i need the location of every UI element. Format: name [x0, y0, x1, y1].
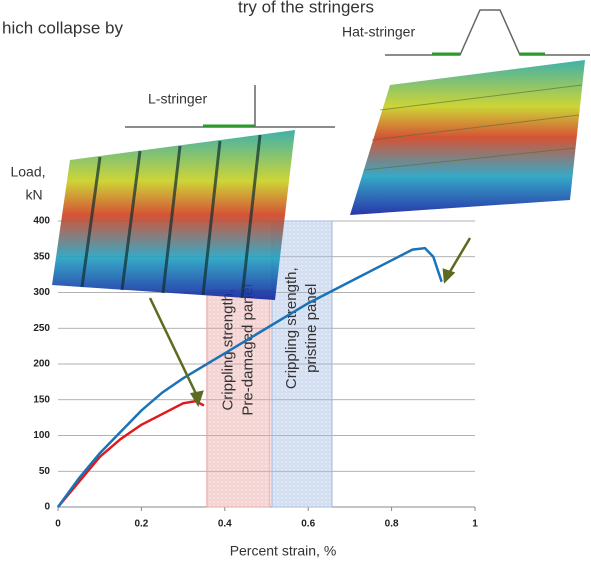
x-tick-label: 1 [472, 519, 478, 530]
y-tick-label: 250 [33, 323, 50, 334]
header-text: hich collapse by [2, 18, 123, 37]
series-line [57, 399, 205, 508]
x-tick-label: 0.8 [385, 519, 399, 530]
series-line [56, 246, 443, 508]
y-tick-label: 0 [44, 502, 50, 513]
stringer-label: Hat-stringer [342, 24, 415, 40]
x-tick-label: 0 [55, 519, 61, 530]
y-tick-label: 300 [33, 287, 50, 298]
y-tick-label: 350 [33, 251, 50, 262]
band-label: Pre-damaged panel [239, 284, 256, 416]
x-tick-label: 0.2 [134, 519, 148, 530]
band-texture [206, 290, 270, 507]
stringer-label: L-stringer [148, 91, 207, 107]
y-tick-label: 50 [39, 466, 51, 477]
x-axis-label: Percent strain, % [230, 543, 337, 559]
band-label: Crippling strength, [283, 267, 300, 389]
y-tick-label: 100 [33, 430, 50, 441]
arrow [148, 237, 472, 407]
y-axis-label: Load, [10, 164, 45, 180]
header-text: try of the stringers [238, 0, 374, 16]
band-texture [271, 221, 332, 507]
x-tick-label: 0.6 [301, 519, 315, 530]
band-label: pristine panel [303, 284, 320, 373]
x-tick-label: 0.4 [218, 519, 232, 530]
y-tick-label: 400 [33, 216, 50, 227]
y-tick-label: 200 [33, 359, 50, 370]
y-axis-label: kN [25, 187, 42, 203]
panel-image [52, 60, 585, 300]
y-tick-label: 150 [33, 394, 50, 405]
stringer-diagram [125, 9, 590, 128]
band-label: Crippling strength, [219, 289, 236, 411]
